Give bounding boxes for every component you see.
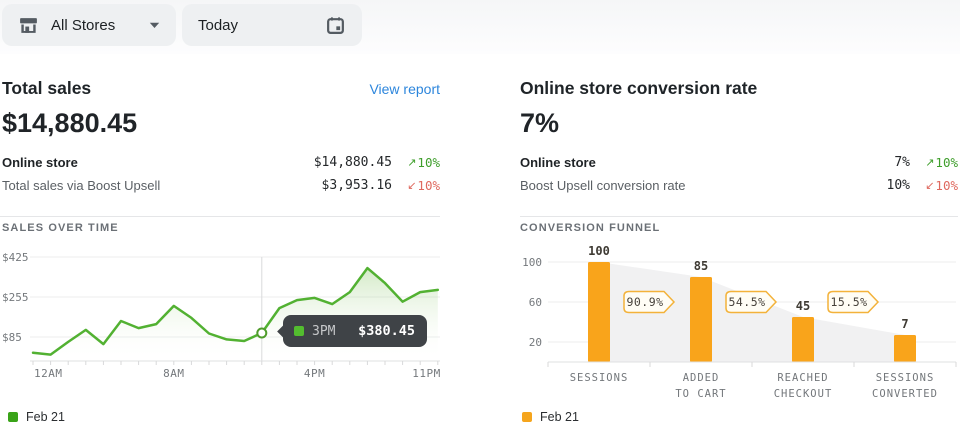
metric-value: $14,880.45 bbox=[313, 155, 392, 170]
svg-text:100: 100 bbox=[522, 256, 542, 269]
store-selector[interactable]: All Stores bbox=[2, 4, 176, 46]
svg-text:54.5%: 54.5% bbox=[728, 295, 765, 309]
svg-text:$85: $85 bbox=[2, 331, 22, 344]
delta-badge: ↗ 10% bbox=[925, 155, 958, 170]
conversion-rate-title: Online store conversion rate bbox=[520, 78, 758, 98]
svg-text:CONVERTED: CONVERTED bbox=[872, 388, 938, 400]
view-report-link[interactable]: View report bbox=[369, 81, 440, 97]
svg-text:ADDED: ADDED bbox=[683, 372, 720, 384]
legend-label: Feb 21 bbox=[540, 410, 579, 424]
trend-up-icon: ↗ bbox=[407, 156, 417, 169]
metric-label: Online store bbox=[520, 155, 596, 170]
funnel-legend: Feb 21 bbox=[522, 410, 579, 424]
delta-badge: ↗ 10% bbox=[407, 155, 440, 170]
trend-down-icon: ↙ bbox=[925, 179, 935, 192]
conversion-badge bbox=[623, 290, 676, 314]
svg-text:TO CART: TO CART bbox=[675, 388, 726, 400]
total-sales-title: Total sales bbox=[2, 78, 92, 98]
svg-text:$425: $425 bbox=[2, 251, 29, 264]
sales-legend: Feb 21 bbox=[8, 410, 65, 424]
legend-label: Feb 21 bbox=[26, 410, 65, 424]
svg-text:7: 7 bbox=[901, 317, 908, 331]
metric-label: Online store bbox=[2, 155, 78, 170]
metric-row: Online store $14,880.45 ↗ 10% bbox=[2, 155, 440, 170]
svg-text:SESSIONS: SESSIONS bbox=[876, 372, 935, 384]
conversion-badge bbox=[725, 290, 778, 314]
svg-text:45: 45 bbox=[796, 299, 810, 313]
metric-value: $3,953.16 bbox=[321, 178, 392, 193]
hover-marker bbox=[256, 327, 268, 339]
store-selector-label: All Stores bbox=[51, 16, 116, 34]
divider bbox=[0, 216, 440, 217]
tooltip-value: $380.45 bbox=[358, 323, 415, 339]
metric-value: 10% bbox=[886, 178, 910, 193]
legend-swatch bbox=[522, 412, 532, 422]
metric-label: Boost Upsell conversion rate bbox=[520, 178, 686, 193]
conversion-badge bbox=[827, 290, 880, 314]
chevron-down-icon bbox=[149, 22, 160, 29]
metric-value: 7% bbox=[894, 155, 910, 170]
series-swatch bbox=[294, 326, 304, 336]
svg-text:15.5%: 15.5% bbox=[830, 295, 867, 309]
svg-text:4PM: 4PM bbox=[304, 367, 325, 380]
svg-text:11PM: 11PM bbox=[412, 367, 441, 380]
total-sales-value: $14,880.45 bbox=[2, 108, 138, 138]
top-filter-bar: All Stores Today bbox=[0, 0, 960, 54]
svg-text:REACHED: REACHED bbox=[777, 372, 828, 384]
svg-text:100: 100 bbox=[588, 246, 610, 258]
conversion-funnel-chart[interactable]: 100 60 20 100 SESSIONS 85 ADDED TO CART 45 REACHE… bbox=[520, 246, 960, 406]
date-range-selector[interactable]: Today bbox=[182, 4, 362, 46]
metric-row: Boost Upsell conversion rate 10% ↙ 10% bbox=[520, 178, 958, 193]
funnel-bar bbox=[894, 335, 916, 362]
legend-swatch bbox=[8, 412, 18, 422]
storefront-icon bbox=[18, 15, 39, 36]
svg-text:CHECKOUT: CHECKOUT bbox=[774, 388, 833, 400]
divider bbox=[520, 216, 958, 217]
funnel-bar bbox=[792, 317, 814, 362]
svg-text:20: 20 bbox=[529, 336, 542, 349]
calendar-icon bbox=[325, 15, 346, 36]
trend-up-icon: ↗ bbox=[925, 156, 935, 169]
conversion-funnel-header: CONVERSION FUNNEL bbox=[520, 222, 661, 234]
funnel-bar bbox=[690, 277, 712, 362]
conversion-rate-value: 7% bbox=[520, 108, 560, 138]
metric-row: Online store 7% ↗ 10% bbox=[520, 155, 958, 170]
svg-text:60: 60 bbox=[529, 296, 542, 309]
delta-badge: ↙ 10% bbox=[925, 178, 958, 193]
svg-text:8AM: 8AM bbox=[163, 367, 184, 380]
funnel-bar bbox=[588, 262, 610, 362]
sales-line bbox=[31, 266, 440, 356]
delta-badge: ↙ 10% bbox=[407, 178, 440, 193]
metric-row: Total sales via Boost Upsell $3,953.16 ↙… bbox=[2, 178, 440, 193]
metric-label: Total sales via Boost Upsell bbox=[2, 178, 161, 193]
date-selector-label: Today bbox=[198, 16, 239, 34]
svg-text:90.9%: 90.9% bbox=[626, 295, 663, 309]
sales-over-time-header: SALES OVER TIME bbox=[2, 222, 119, 234]
trend-down-icon: ↙ bbox=[407, 179, 417, 192]
svg-text:12AM: 12AM bbox=[34, 367, 63, 380]
chart-tooltip: 3PM $380.45 bbox=[283, 315, 427, 347]
tooltip-time: 3PM bbox=[312, 323, 336, 339]
svg-text:SESSIONS: SESSIONS bbox=[570, 372, 629, 384]
svg-text:85: 85 bbox=[694, 259, 708, 273]
svg-text:$255: $255 bbox=[2, 291, 29, 304]
